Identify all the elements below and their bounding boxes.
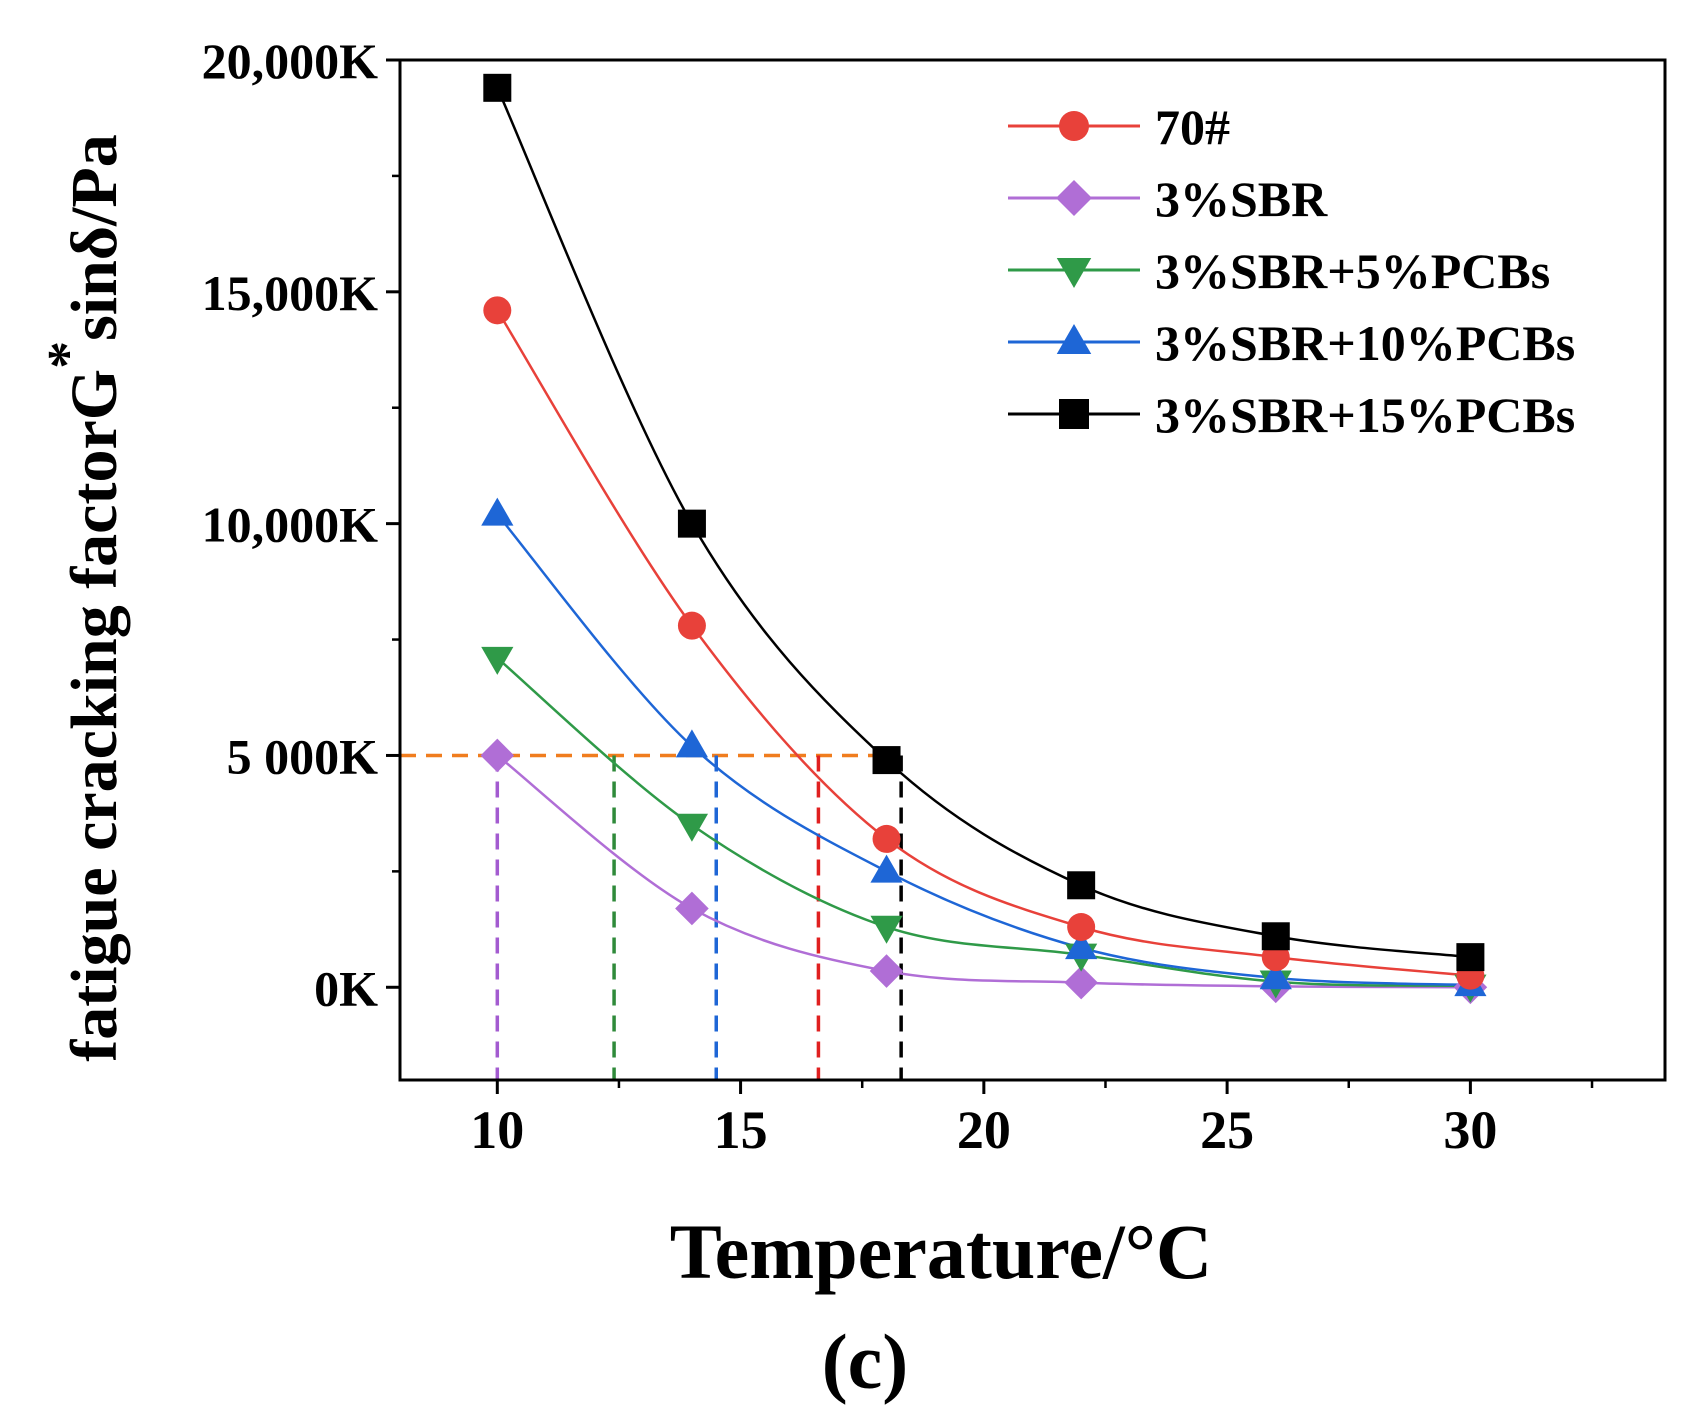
series-line	[496, 754, 1471, 989]
legend-label: 3%SBR+15%PCBs	[1155, 387, 1575, 443]
x-tick-label: 15	[714, 1100, 768, 1160]
data-point	[1067, 913, 1096, 941]
data-point	[870, 854, 903, 883]
y-tick-label: 20,000K	[202, 33, 379, 89]
data-point	[483, 73, 512, 102]
data-point	[675, 729, 709, 758]
data-point	[1067, 871, 1096, 900]
data-point	[481, 646, 514, 675]
data-point	[677, 611, 706, 640]
y-axis-label-superscript: *	[37, 341, 99, 369]
series-line	[496, 513, 1471, 987]
legend-marker	[1059, 111, 1089, 141]
data-point	[1259, 961, 1292, 990]
series-line	[496, 657, 1471, 988]
x-tick-label: 30	[1443, 1100, 1497, 1160]
data-point	[677, 509, 706, 538]
legend-marker	[1056, 324, 1092, 354]
series-markers	[480, 73, 1488, 1005]
legend-label: 70#	[1155, 99, 1230, 155]
y-axis-label-main: fatigue cracking factorG	[58, 369, 131, 1062]
data-point	[870, 915, 903, 944]
data-point	[872, 746, 901, 775]
data-point	[483, 296, 512, 325]
data-point	[1064, 965, 1098, 1000]
legend-label: 3%SBR+5%PCBs	[1155, 243, 1550, 299]
y-axis-label: fatigue cracking factorG*sinδ/Pa	[37, 134, 131, 1061]
data-point	[675, 813, 709, 842]
data-point	[481, 497, 514, 526]
x-tick-label: 10	[470, 1100, 524, 1160]
x-tick-label: 20	[957, 1100, 1011, 1160]
legend-label: 3%SBR	[1155, 171, 1328, 227]
y-tick-label: 0K	[314, 960, 378, 1016]
panel-label: (c)	[822, 1318, 909, 1405]
legend-marker	[1056, 258, 1092, 288]
x-axis-label: Temperature/°C	[670, 1208, 1212, 1295]
plot-frame	[398, 58, 1667, 1082]
legend-marker	[1059, 399, 1089, 429]
legend: 70# 3%SBR 3%SBR+5%PCBs 3%SBR+10%PCBs 3%SBR+1…	[1008, 99, 1575, 443]
legend-label: 3%SBR+10%PCBs	[1155, 315, 1575, 371]
axes: 10 15 20 25 30 0K 5 000K 10,000K 15,000K 20,000K	[202, 33, 1594, 1160]
data-point	[1065, 931, 1098, 960]
y-tick-label: 15,000K	[202, 265, 379, 321]
reference-lines	[400, 753, 903, 1080]
y-tick-label: 5 000K	[227, 728, 379, 784]
data-point	[872, 824, 901, 853]
data-point	[1261, 922, 1290, 951]
y-tick-label: 10,000K	[202, 497, 379, 553]
y-axis-label-tail: sinδ/Pa	[58, 134, 131, 341]
data-point	[675, 891, 709, 926]
data-point	[1456, 943, 1485, 972]
x-tick-label: 25	[1200, 1100, 1254, 1160]
data-point	[480, 738, 515, 773]
legend-marker	[1056, 180, 1092, 216]
data-point	[869, 954, 904, 988]
